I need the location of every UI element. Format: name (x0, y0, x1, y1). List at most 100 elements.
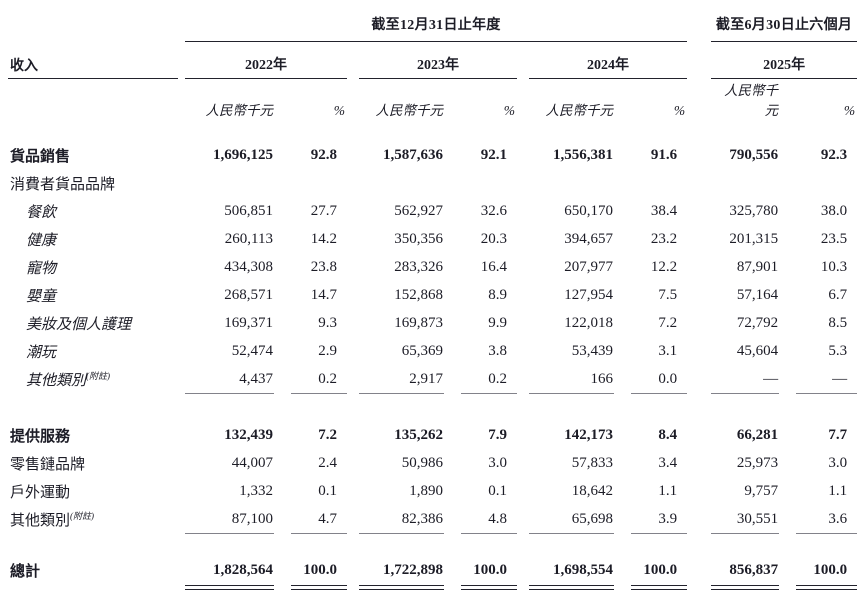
column-gap (347, 169, 359, 197)
section-rule (185, 393, 274, 394)
percent-cell: 2.9 (318, 342, 337, 359)
table-row: 健康 260,113 14.2 350,356 20.3 394,657 23.2 201,3… (8, 225, 857, 253)
column-gap (687, 4, 711, 42)
amount-cell: 57,833 (571, 454, 613, 471)
percent-cell: 3.0 (828, 454, 848, 471)
amount-cell: 122,018 (564, 314, 613, 331)
row-label: 餐飲 (26, 204, 57, 221)
table-row: 戶外運動 1,332 0.1 1,890 0.1 18,642 1.1 9,757 1.1 (8, 477, 857, 505)
amount-cell: 166 (590, 370, 614, 387)
revenue-table: 截至12月31日止年度 截至6月30日止六個月 收入 2022年 2023年 2… (8, 4, 858, 594)
period-group-annual: 截至12月31日止年度 (185, 4, 688, 42)
section-rule (461, 393, 517, 394)
amount-cell: 1,698,554 (553, 561, 613, 578)
table-row: 嬰童 268,571 14.7 152,868 8.9 127,954 7.5 57,164 6… (8, 281, 857, 309)
percent-cell: 16.4 (480, 258, 507, 275)
double-rule (291, 585, 347, 590)
percent-cell: 91.6 (650, 146, 678, 163)
column-gap (517, 169, 529, 197)
amount-cell: 434,308 (224, 258, 273, 275)
amount-cell: 169,873 (394, 314, 443, 331)
empty-cell (8, 583, 185, 594)
percent-cell: 92.1 (480, 146, 507, 163)
column-gap (517, 309, 529, 337)
percent-cell: — (832, 370, 848, 387)
column-gap (517, 583, 529, 594)
unit-label: 人民幣千元 (375, 103, 444, 118)
percent-cell: 7.2 (318, 426, 337, 443)
percent-cell: 92.8 (310, 146, 337, 163)
section-rule (291, 533, 347, 534)
section-rule (359, 393, 444, 394)
row-label: 總計 (10, 563, 41, 580)
column-gap (347, 583, 359, 594)
rule-row (8, 533, 858, 539)
column-gap (687, 365, 711, 393)
percent-cell: 12.2 (650, 258, 678, 275)
double-rule (529, 585, 614, 590)
rule-row (8, 583, 858, 594)
percent-cell: 100.0 (813, 561, 848, 578)
amount-cell: 127,954 (564, 286, 613, 303)
column-gap (347, 421, 359, 449)
column-gap (517, 141, 529, 169)
percent-cell: 0.2 (488, 370, 507, 387)
unit-label: 人民幣千元 (545, 103, 614, 118)
column-gap (687, 309, 711, 337)
column-gap (687, 449, 711, 477)
spacer (8, 399, 857, 421)
table-row: 餐飲 506,851 27.7 562,927 32.6 650,170 38.4 325,7… (8, 197, 857, 225)
percent-cell: 20.3 (480, 230, 507, 247)
column-gap (347, 141, 359, 169)
percent-label: % (843, 103, 856, 118)
period-group-interim: 截至6月30日止六個月 (711, 4, 858, 42)
column-gap (687, 253, 711, 281)
double-rule (711, 585, 780, 590)
column-gap (347, 197, 359, 225)
section-rule (631, 533, 688, 534)
table-row: 提供服務 132,439 7.2 135,262 7.9 142,173 8.4 66,281… (8, 421, 857, 449)
table-row: 潮玩 52,474 2.9 65,369 3.8 53,439 3.1 45,604 5.3 (8, 337, 857, 365)
column-gap (517, 281, 529, 309)
amount-cell: 169,371 (224, 314, 273, 331)
percent-cell (782, 169, 857, 197)
spacer-row (8, 539, 857, 557)
column-gap (687, 197, 711, 225)
column-gap (687, 477, 711, 505)
table-row: 貨品銷售 1,696,125 92.8 1,587,636 92.1 1,556,381 9… (8, 141, 857, 169)
percent-cell (447, 169, 517, 197)
column-gap (687, 421, 711, 449)
amount-cell: 135,262 (394, 426, 443, 443)
amount-cell: 207,977 (564, 258, 613, 275)
column-gap (517, 505, 529, 533)
amount-cell: 1,332 (239, 482, 273, 499)
percent-label: % (503, 103, 515, 118)
percent-cell: 3.4 (658, 454, 678, 471)
amount-cell: 201,315 (729, 230, 779, 247)
amount-cell: 44,007 (231, 454, 273, 471)
percent-cell: 1.1 (828, 482, 848, 499)
column-gap (517, 337, 529, 365)
amount-cell: 283,326 (394, 258, 443, 275)
year-2022: 2022年 (185, 41, 347, 79)
percent-cell: 3.6 (828, 510, 848, 527)
amount-cell (359, 169, 447, 197)
amount-cell: 66,281 (736, 426, 779, 443)
amount-cell: 82,386 (401, 510, 443, 527)
year-2024: 2024年 (529, 41, 688, 79)
section-rule (796, 393, 858, 394)
amount-cell: 132,439 (224, 426, 273, 443)
amount-cell (711, 169, 782, 197)
percent-cell (617, 169, 687, 197)
amount-cell: 53,439 (571, 342, 613, 359)
column-gap (517, 421, 529, 449)
column-gap (517, 197, 529, 225)
row-label: 美妝及個人護理 (26, 316, 132, 333)
amount-cell: 9,757 (744, 482, 779, 499)
percent-cell: 100.0 (473, 561, 507, 578)
column-gap (517, 253, 529, 281)
section-rule (529, 533, 614, 534)
period-group-header-row: 截至12月31日止年度 截至6月30日止六個月 (8, 4, 858, 42)
revenue-label: 收入 (10, 58, 38, 74)
